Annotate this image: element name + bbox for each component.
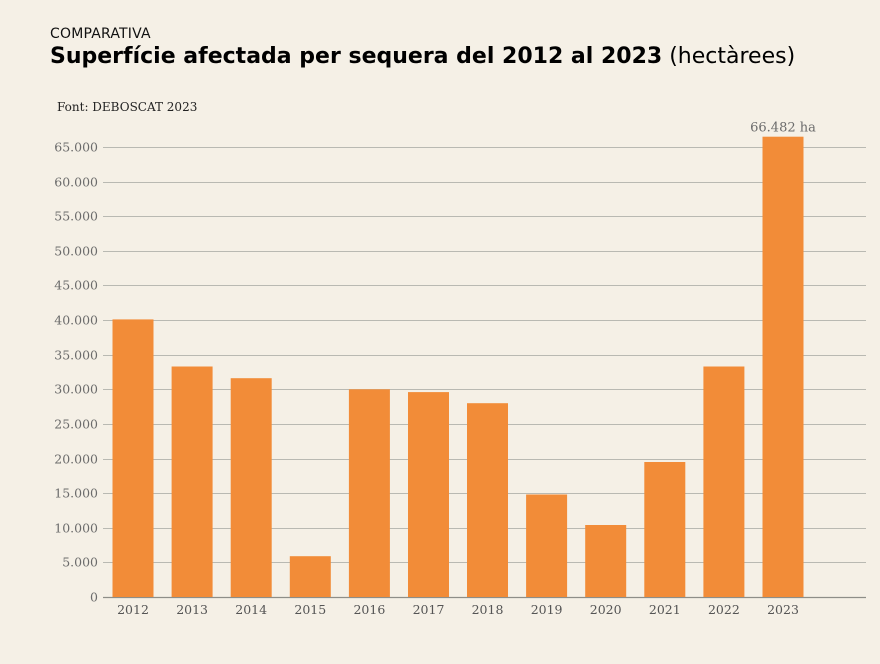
bars <box>112 136 804 597</box>
x-tick-label: 2018 <box>472 602 504 617</box>
y-tick-label: 0 <box>90 590 98 605</box>
x-tick-label: 2023 <box>767 602 799 617</box>
section-kicker: COMPARATIVA <box>50 26 151 42</box>
x-tick-label: 2014 <box>235 602 267 617</box>
y-tick-label: 15.000 <box>54 486 98 501</box>
x-tick-label: 2021 <box>649 602 681 617</box>
bar-2015 <box>289 556 331 597</box>
bar-2012 <box>112 319 154 597</box>
y-tick-label: 60.000 <box>54 175 98 190</box>
bar-2020 <box>585 525 627 597</box>
y-tick-label: 45.000 <box>54 278 98 293</box>
y-tick-label: 5.000 <box>62 555 98 570</box>
x-tick-label: 2022 <box>708 602 740 617</box>
chart-title-unit: (hectàrees) <box>669 44 796 69</box>
bar-2018 <box>467 403 508 597</box>
y-tick-label: 55.000 <box>54 209 98 224</box>
bar-2013 <box>171 366 213 597</box>
bar-2019 <box>526 494 568 597</box>
x-tick-label: 2020 <box>590 602 622 617</box>
x-tick-label: 2019 <box>531 602 563 617</box>
x-tick-label: 2012 <box>117 602 149 617</box>
x-tick-label: 2017 <box>413 602 445 617</box>
x-axis-labels: 2012 2013 2014 2015 2016 2017 2018 2019 2020 2021… <box>117 602 799 617</box>
bar-2016 <box>348 389 390 597</box>
y-tick-label: 30.000 <box>54 382 98 397</box>
y-tick-label: 65.000 <box>54 140 98 155</box>
bar-2022 <box>703 366 745 597</box>
y-tick-label: 50.000 <box>54 244 98 259</box>
x-tick-label: 2013 <box>176 602 208 617</box>
data-label-2023: 66.482 ha <box>750 121 816 136</box>
y-tick-label: 20.000 <box>54 452 98 467</box>
y-tick-label: 10.000 <box>54 521 98 536</box>
chart-source: Font: DEBOSCAT 2023 <box>57 100 198 114</box>
y-tick-label: 40.000 <box>54 313 98 328</box>
bar-2014 <box>230 378 272 597</box>
chart-title-main: Superfície afectada per sequera del 2012… <box>50 44 663 69</box>
bar-2023 <box>762 136 804 597</box>
bar-2017 <box>408 392 449 597</box>
x-tick-label: 2016 <box>353 602 385 617</box>
y-axis-labels: 0 5.000 10.000 15.000 20.000 25.000 30.000 35.0… <box>54 140 98 605</box>
y-tick-label: 25.000 <box>54 417 98 432</box>
bar-2021 <box>644 462 686 597</box>
x-tick-label: 2015 <box>294 602 326 617</box>
y-tick-label: 35.000 <box>54 348 98 363</box>
annotations: 66.482 ha <box>750 121 816 136</box>
chart-title: Superfície afectada per sequera del 2012… <box>50 44 795 69</box>
